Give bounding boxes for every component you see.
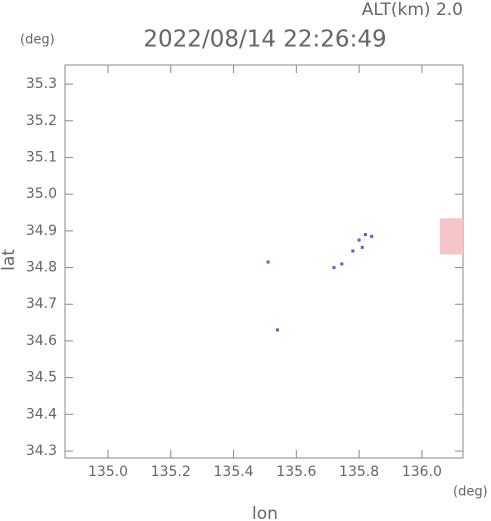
x-tick-label: 135.0	[88, 464, 128, 480]
y-tick-label: 35.0	[26, 186, 57, 202]
chart-title: 2022/08/14 22:26:49	[143, 27, 386, 53]
echo-point	[351, 249, 355, 253]
y-unit: (deg)	[20, 33, 55, 48]
x-tick-label: 135.4	[214, 464, 254, 480]
chart-subtitle: ALT(km) 2.0	[362, 0, 463, 20]
y-tick-label: 34.4	[26, 406, 57, 422]
echo-point	[363, 233, 367, 237]
echo-point	[266, 260, 270, 264]
echo-point	[449, 218, 463, 233]
x-axis-label: lon	[252, 504, 278, 521]
y-tick-label: 34.6	[26, 333, 57, 349]
y-tick-label: 35.1	[26, 149, 57, 165]
x-tick-label: 135.8	[339, 464, 379, 480]
echo-point	[370, 234, 374, 238]
echo-point	[449, 240, 463, 255]
x-unit: (deg)	[453, 485, 488, 500]
y-tick-label: 34.3	[26, 443, 57, 459]
echo-point	[332, 266, 336, 270]
y-axis-label: lat	[0, 249, 19, 271]
echo-point	[275, 328, 279, 332]
echo-point	[360, 245, 364, 249]
y-tick-label: 35.2	[26, 113, 57, 129]
plot-frame	[64, 64, 464, 459]
echo-point	[357, 238, 361, 242]
echo-point	[449, 229, 463, 244]
y-tick-label: 34.7	[26, 296, 57, 312]
x-tick-label: 135.6	[276, 464, 316, 480]
y-tick-label: 34.8	[26, 260, 57, 276]
y-tick-label: 35.3	[26, 76, 57, 92]
y-tick-label: 34.5	[26, 370, 57, 386]
y-tick-label: 34.9	[26, 223, 57, 239]
x-tick-label: 136.0	[402, 464, 442, 480]
echo-point	[340, 262, 344, 266]
x-tick-label: 135.2	[151, 464, 191, 480]
